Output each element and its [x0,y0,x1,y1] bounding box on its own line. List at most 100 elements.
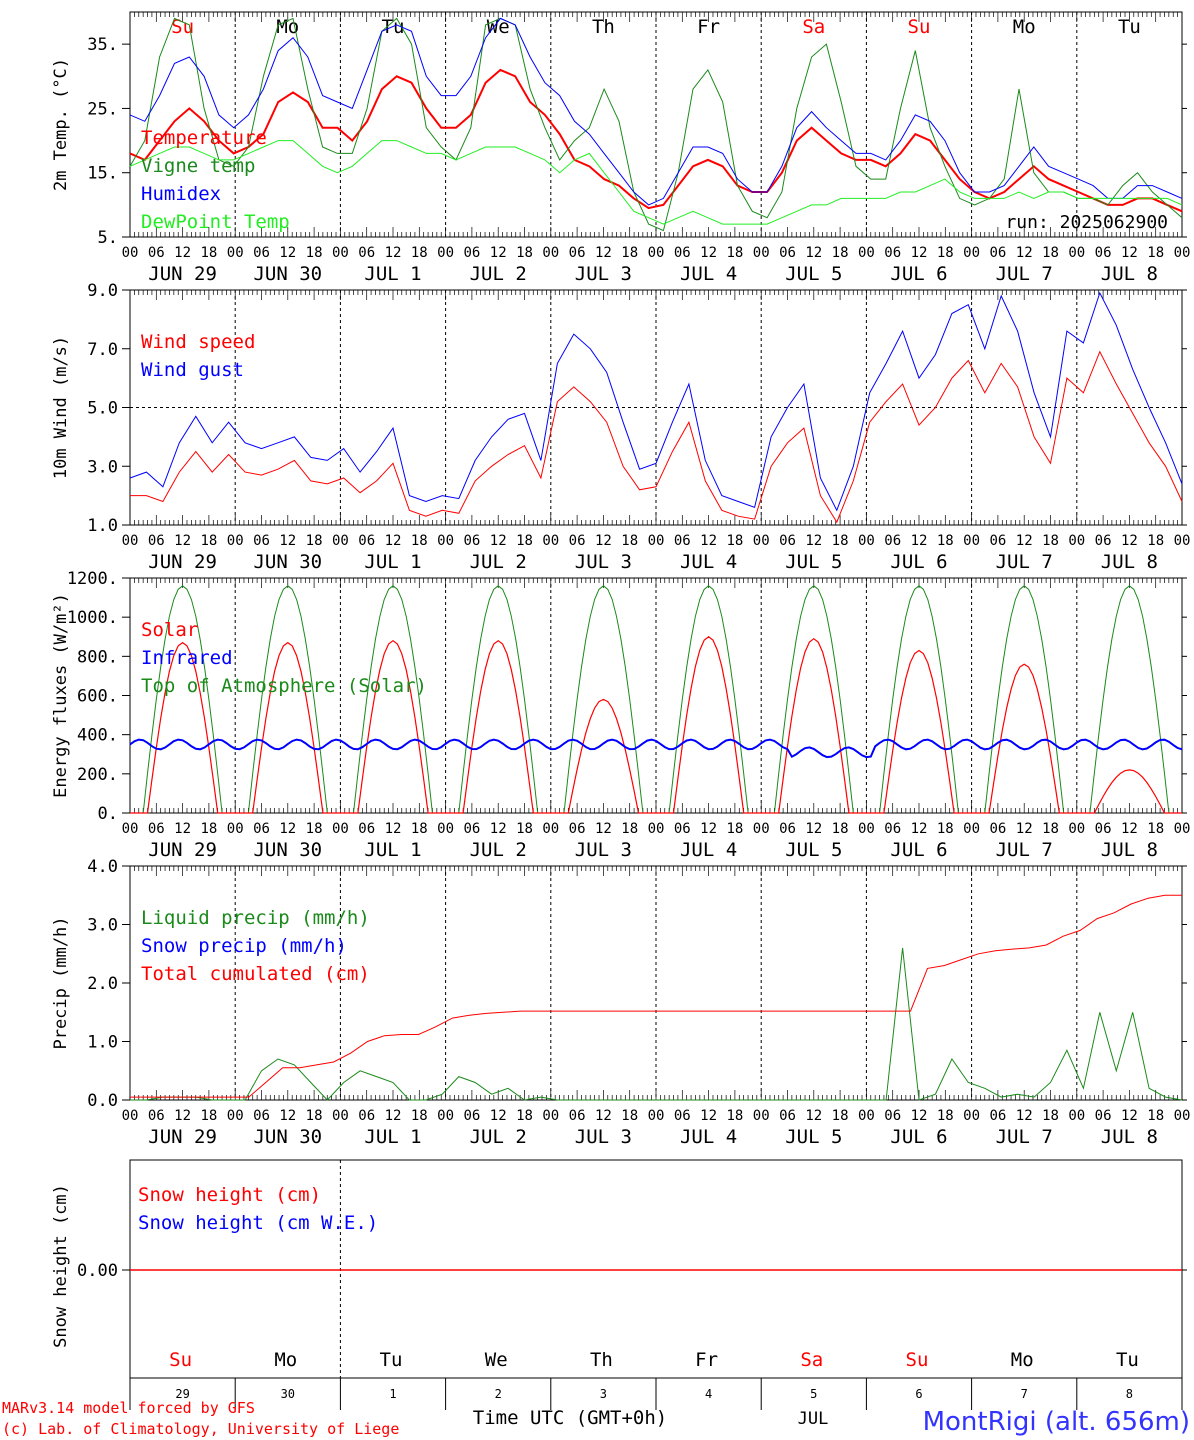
x-hour-label: 00 [542,821,559,837]
footer-day-number: 5 [810,1387,817,1401]
series-line-liquid-precip-mm-h- [130,947,1183,1101]
x-hour-label: 18 [411,821,428,837]
x-hour-label: 06 [884,821,901,837]
x-hour-label: 06 [358,245,375,261]
x-hour-label: 12 [700,821,717,837]
date-label: JUN 30 [253,1126,322,1148]
y-tick-label: 0.0 [87,1091,118,1111]
x-hour-label: 00 [437,821,454,837]
x-hour-label: 12 [385,533,402,549]
date-label: JUN 30 [253,839,322,861]
x-hour-label: 06 [989,245,1006,261]
x-hour-label: 12 [700,1108,717,1124]
weekday-label: Mo [276,16,299,38]
x-hour-label: 12 [805,533,822,549]
series-line-total-cumulated-cm- [130,894,1182,1098]
series-line-temperature [129,68,1183,213]
x-hour-label: 06 [358,1108,375,1124]
x-hour-label: 00 [1174,821,1191,837]
x-hour-label: 12 [490,1108,507,1124]
series-line-wind-gust [129,291,1183,512]
weekday-label: Sa [802,16,825,38]
x-hour-label: 12 [595,533,612,549]
legend-entry: Wind gust [141,359,244,381]
x-hour-label: 06 [463,1108,480,1124]
x-hour-label: 18 [832,1108,849,1124]
x-hour-label: 18 [726,821,743,837]
date-label: JUL 3 [575,1126,632,1148]
date-label: JUL 5 [785,839,842,861]
weekday-label: Su [908,16,931,38]
x-hour-label: 18 [516,245,533,261]
x-hour-label: 06 [674,821,691,837]
x-hour-label: 06 [674,1108,691,1124]
x-hour-label: 06 [148,821,165,837]
footer-day-number: 8 [1126,1387,1133,1401]
x-hour-label: 18 [516,821,533,837]
x-hour-label: 18 [306,821,323,837]
y-tick-label: 600. [77,687,118,707]
x-hour-label: 06 [253,821,270,837]
date-label: JUL 4 [680,1126,737,1148]
x-hour-label: 06 [779,533,796,549]
legend-entry: Snow height (cm W.E.) [138,1212,378,1234]
series-line-vigne-temp [129,17,1183,232]
footer-day-number: 30 [281,1387,295,1401]
date-label: JUN 30 [253,263,322,285]
date-label: JUN 30 [253,551,322,573]
weekday-label: Tu [1118,16,1141,38]
x-hour-label: 00 [1068,245,1085,261]
date-label: JUL 7 [996,263,1053,285]
series-line-solar [130,636,1182,814]
x-hour-label: 06 [779,245,796,261]
x-hour-label: 12 [805,245,822,261]
x-hour-label: 12 [700,533,717,549]
date-label: JUL 7 [996,839,1053,861]
x-hour-label: 18 [1042,533,1059,549]
date-label: JUL 3 [575,551,632,573]
x-hour-label: 00 [753,821,770,837]
series-line-dewpoint-temp [129,140,1183,225]
x-hour-label: 00 [963,821,980,837]
y-tick-label: 35. [87,35,118,55]
x-hour-label: 18 [1042,245,1059,261]
x-hour-label: 00 [542,533,559,549]
x-hour-label: 12 [385,821,402,837]
x-hour-label: 06 [463,245,480,261]
x-hour-label: 18 [411,245,428,261]
x-hour-label: 18 [832,245,849,261]
legend-entry: Total cumulated (cm) [141,963,370,985]
date-label: JUL 7 [996,1126,1053,1148]
date-label: JUL 5 [785,551,842,573]
x-hour-label: 18 [726,533,743,549]
x-hour-label: 12 [490,533,507,549]
date-label: JUL 6 [890,1126,947,1148]
y-tick-label: 2.0 [87,974,118,994]
x-hour-label: 06 [884,533,901,549]
date-label: JUL 6 [890,839,947,861]
date-label: JUL 7 [996,551,1053,573]
x-hour-label: 00 [858,245,875,261]
x-hour-label: 00 [1174,1108,1191,1124]
x-hour-label: 00 [648,533,665,549]
footer-day-number: 7 [1021,1387,1028,1401]
x-hour-label: 18 [621,1108,638,1124]
y-axis-label: 10m Wind (m/s) [51,336,71,479]
x-hour-label: 00 [227,821,244,837]
x-hour-label: 06 [1095,245,1112,261]
x-hour-label: 12 [279,1108,296,1124]
x-hour-label: 18 [937,245,954,261]
x-hour-label: 06 [1095,821,1112,837]
x-hour-label: 00 [753,1108,770,1124]
legend-entry: Humidex [141,183,221,205]
date-label: JUL 4 [680,551,737,573]
y-tick-label: 0. [98,804,118,824]
weekday-label: Fr [695,1349,718,1371]
date-label: JUL 2 [470,263,527,285]
y-tick-label: 1000. [67,608,118,628]
x-hour-label: 06 [148,1108,165,1124]
x-hour-label: 06 [253,245,270,261]
legend-entry: DewPoint Temp [141,211,290,233]
y-tick-label: 7.0 [87,340,118,360]
x-hour-label: 12 [1016,245,1033,261]
